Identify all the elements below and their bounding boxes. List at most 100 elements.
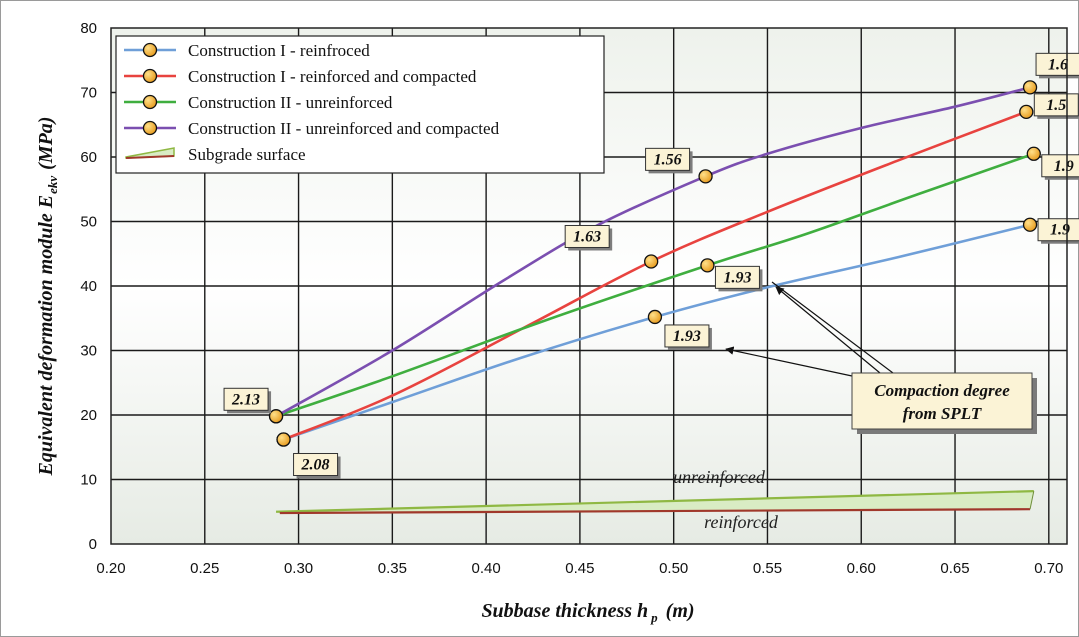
y-tick-label-0: 0 [89,536,97,553]
y-tick-label-3: 30 [80,343,97,360]
point-label-0: 2.13 [223,387,272,414]
y-tick-label-1: 10 [80,472,97,489]
annotation-box [851,372,1033,430]
data-point-s1-0 [276,432,291,447]
x-tick-label-10: 0.70 [1034,560,1063,577]
legend-item-subgrade: Subgrade surface [125,145,306,164]
point-label-text: 1.93 [673,328,701,345]
x-tick-label-7: 0.55 [753,560,782,577]
data-point-s3-2 [1022,80,1038,95]
x-tick-label-4: 0.40 [472,560,501,577]
x-axis-title-unit: (m) [666,600,695,622]
subgrade-band [276,490,1035,515]
x-tick-label-2: 0.30 [284,560,313,577]
y-tick-label-8: 80 [80,20,97,37]
x-tick-label-3: 0.35 [378,560,407,577]
point-label-text: 1.9 [1054,158,1074,175]
point-label-box [223,387,269,411]
legend-swatch-marker [142,42,158,58]
band-label-unreinforced: unreinforced [673,467,766,487]
legend-item-0: Construction I - reinfroced [124,41,370,60]
point-label-box [1041,154,1079,178]
tick-labels: 0.20 0.25 0.30 0.35 0.40 0.45 0.50 0.55 0.60 0.65… [80,20,1063,577]
point-label-text: 1.56 [654,151,682,168]
x-tick-label-5: 0.45 [565,560,594,577]
legend-label: Construction II - unreinforced [188,93,393,112]
point-label-7: 1.5 [1033,93,1079,119]
data-point-s3-1 [698,169,713,184]
point-label-text: 2.13 [231,391,260,408]
data-point-s3-0 [268,409,284,424]
x-tick-label-8: 0.60 [847,560,876,577]
y-tick-label-2: 20 [80,407,97,424]
annotation-leaders [725,281,894,377]
data-point-s2-1 [700,258,715,273]
legend-box [115,35,605,174]
leader-arrow-1 [725,346,853,377]
legend-swatch-marker [142,94,158,110]
point-label-8: 1.9 [1041,154,1079,180]
leader-arrow-2 [775,286,881,374]
point-label-3: 1.63 [564,224,613,251]
legend: Construction I - reinfroced Construction … [115,35,605,174]
series-line-3 [274,86,1032,418]
markers-group [268,80,1041,447]
legend-label: Construction I - reinfroced [188,41,370,60]
compaction-annotation: Compaction degree from SPLT [851,372,1037,434]
legend-label: Subgrade surface [188,145,306,164]
legend-swatch-band-lower [125,155,175,159]
y-tick-label-4: 40 [80,278,97,295]
legend-item-3: Construction II - unreinforced and compa… [124,119,500,138]
point-label-box [664,324,710,348]
legend-item-2: Construction II - unreinforced [124,93,393,112]
point-label-text: 1.63 [573,228,601,245]
point-label-2: 1.56 [645,147,693,174]
y-axis-title-subscript: ekv [45,176,60,194]
point-label-9: 1.9 [1037,218,1079,244]
point-label-text: 1.93 [723,269,751,286]
annotation-line-1: Compaction degree [874,381,1010,400]
point-label-text: 1.5 [1046,97,1066,114]
leader-arrow-3 [771,281,894,374]
y-axis-title-unit: (MPa) [35,117,57,170]
y-tick-label-7: 70 [80,85,97,102]
y-axis-title: Equivalent deformation module Eekv(MPa) [35,117,60,477]
subgrade-line-unreinforced [276,490,1034,513]
point-label-1: 2.08 [293,453,341,479]
legend-label: Construction I - reinforced and compacte… [188,67,477,86]
y-tick-label-5: 50 [80,214,97,231]
x-tick-label-0: 0.20 [96,560,125,577]
plot-border [110,27,1068,545]
point-label-box [645,147,691,171]
point-label-box [293,453,339,477]
data-point-s0-2 [1022,217,1038,232]
point-label-box [564,224,610,248]
point-label-text: 2.08 [301,457,330,474]
data-point-s1-1 [644,254,659,269]
data-point-s2-2 [1026,146,1041,161]
legend-swatch-marker [142,120,158,136]
point-labels: 2.13 2.08 1.56 1.63 1.93 1.93 1.6 1.5 1.9 1.9 [223,52,1079,479]
x-tick-label-6: 0.50 [659,560,688,577]
point-label-6: 1.6 [1035,52,1079,79]
series-line-2 [274,152,1036,418]
point-label-text: 1.6 [1048,56,1068,73]
annotation-line-2: from SPLT [903,404,982,423]
x-tick-label-9: 0.65 [940,560,969,577]
point-label-4: 1.93 [714,265,763,292]
data-point-s0-1 [647,309,663,325]
point-label-box [1035,52,1079,76]
x-axis-title-subscript: p [650,610,658,625]
x-axis-title: Subbase thickness h p (m) [481,600,694,625]
y-tick-label-6: 60 [80,149,97,166]
subgrade-line-reinforced [279,508,1031,515]
point-label-5: 1.93 [664,324,712,350]
x-tick-label-1: 0.25 [190,560,219,577]
data-point-s1-2 [1019,104,1034,119]
legend-label: Construction II - unreinforced and compa… [188,119,500,138]
point-label-box [1037,218,1079,242]
point-label-text: 1.9 [1050,222,1070,239]
subgrade-edge [1029,491,1035,510]
legend-swatch-marker [142,68,158,84]
